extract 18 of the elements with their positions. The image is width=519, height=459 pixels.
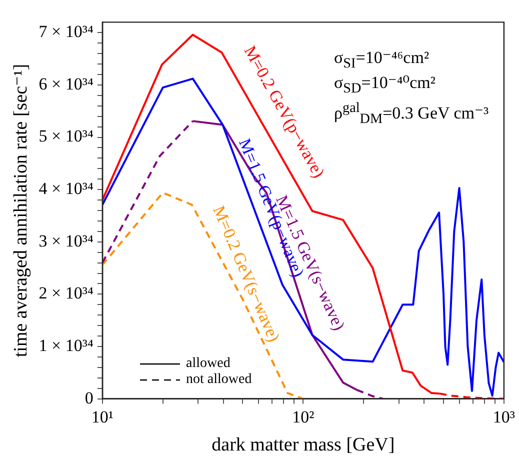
x-tick-label: 10³ [492, 407, 516, 426]
y-axis-title: time averaged annihilation rate [sec⁻¹] [10, 64, 32, 358]
y-tick-label: 4 × 10³⁴ [38, 179, 94, 198]
annotation: not allowed [186, 372, 252, 388]
y-tick-label: 1 × 10³⁴ [38, 336, 94, 355]
y-tick-label: 5 × 10³⁴ [38, 126, 94, 146]
annotation: allowed [186, 356, 230, 372]
x-axis-title: dark matter mass [GeV] [212, 434, 395, 456]
y-tick-label: 6 × 10³⁴ [38, 74, 94, 94]
x-tick-label: 10² [292, 407, 314, 426]
y-tick-label: 2 × 10³⁴ [38, 284, 94, 303]
y-tick-label: 0 [84, 388, 94, 408]
annotation: σ$_{SI}$=10⁻⁴⁶cm² [334, 48, 430, 74]
x-tick-label: 10¹ [91, 407, 114, 426]
y-tick-label: 3 × 10³⁴ [38, 231, 94, 250]
annotation: σ$_{SD}$=10⁻⁴⁰cm² [334, 73, 436, 99]
y-tick-label: 7 × 10³⁴ [38, 22, 94, 42]
annotation: ρ$^{gal}$$_{DM}$=0.3 GeV cm⁻³ [334, 98, 489, 129]
